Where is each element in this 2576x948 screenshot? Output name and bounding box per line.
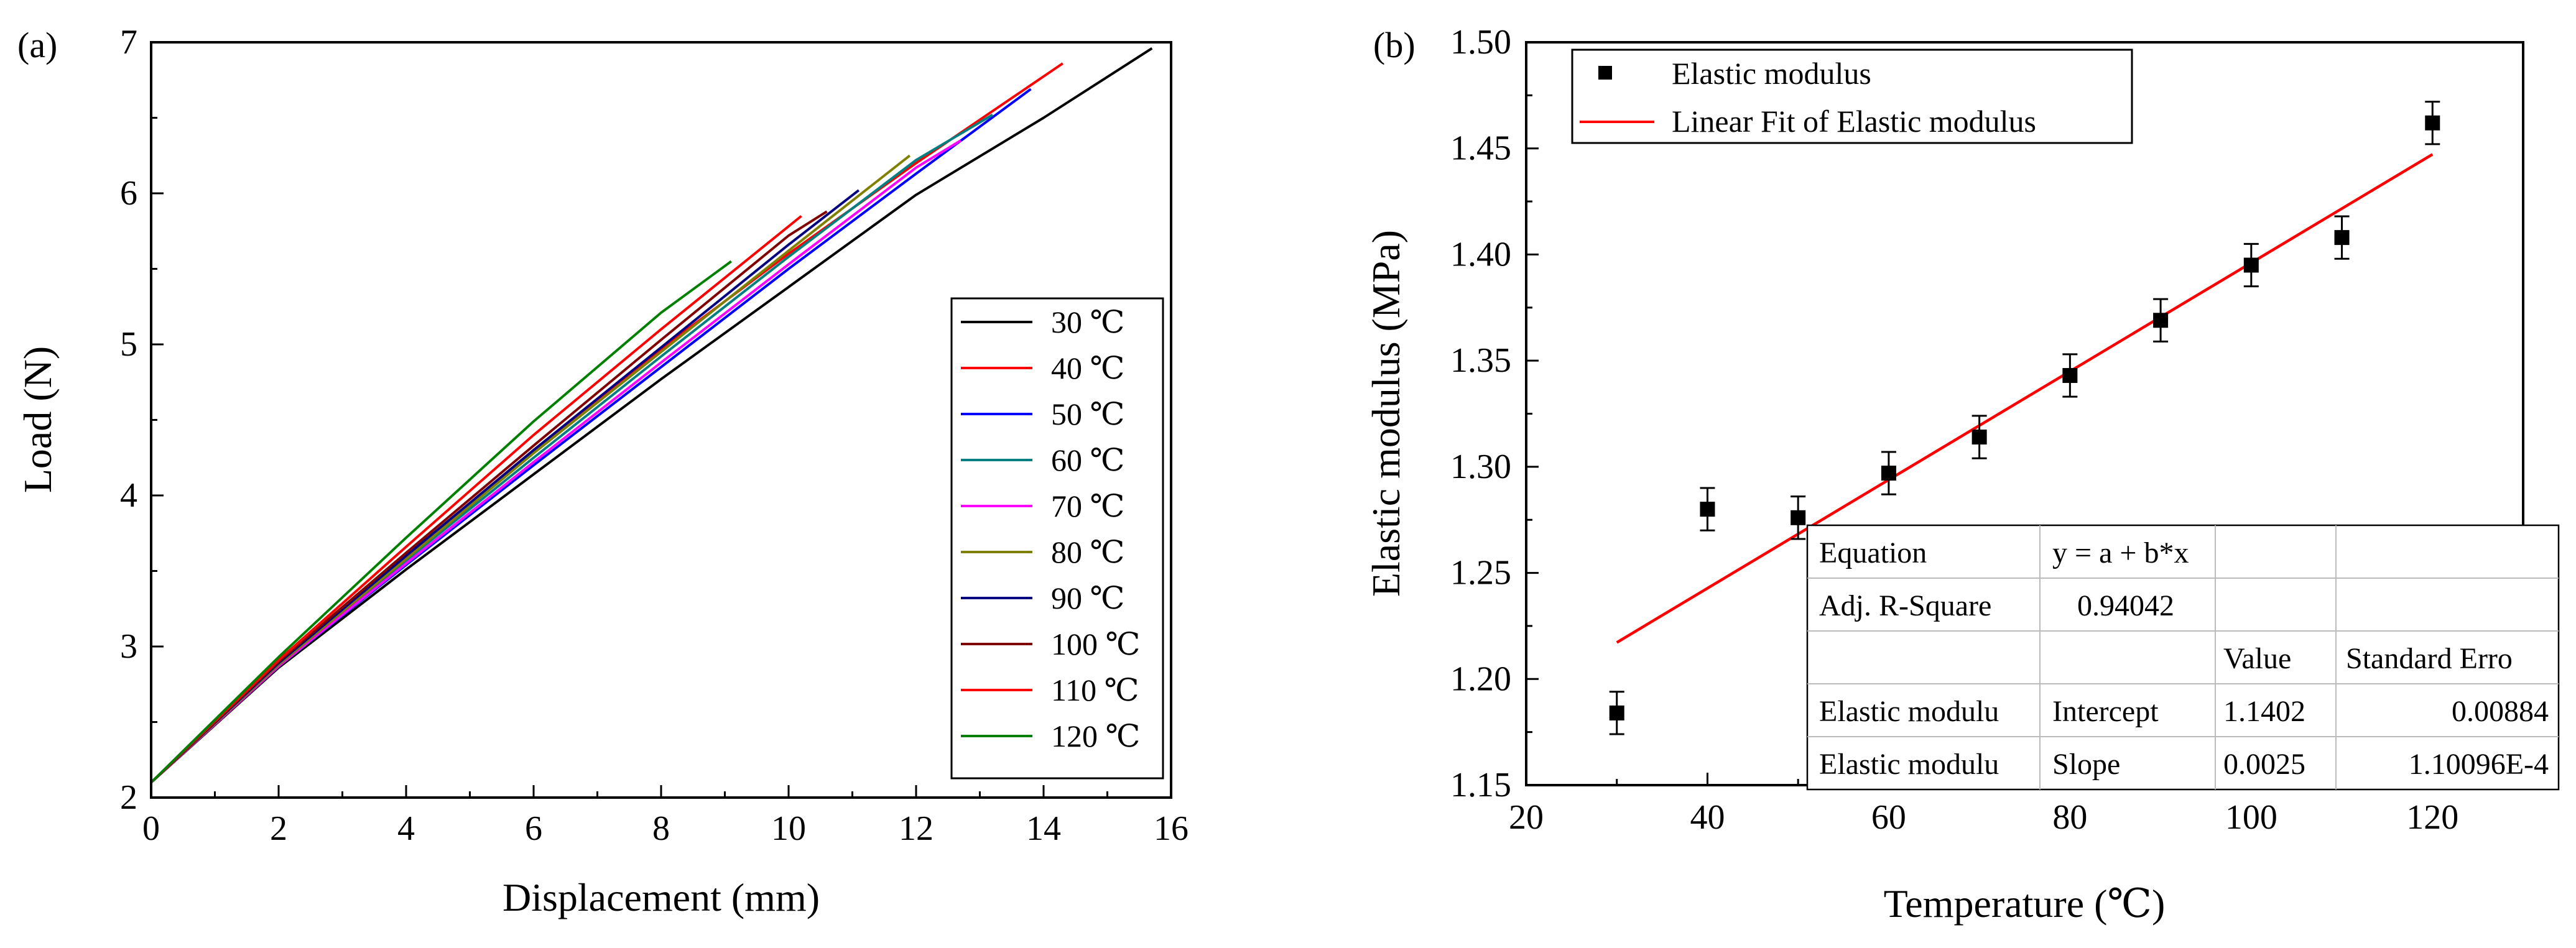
y-tick-label: 1.45 xyxy=(1450,129,1511,168)
y-tick-label: 1.20 xyxy=(1450,660,1511,698)
legend-label-7: 100 ℃ xyxy=(1051,627,1140,661)
y-tick-label: 2 xyxy=(120,778,137,817)
legend-label-1: 40 ℃ xyxy=(1051,351,1124,385)
x-tick-label: 80 xyxy=(2052,798,2087,837)
legend-label-0: 30 ℃ xyxy=(1051,305,1124,339)
y-tick-label: 1.25 xyxy=(1450,554,1511,592)
series-line-0 xyxy=(150,47,1153,784)
panel-b-legend-label-fit: Linear Fit of Elastic modulus xyxy=(1672,104,2036,139)
data-point xyxy=(2062,368,2078,384)
x-tick-label: 40 xyxy=(1690,798,1725,837)
panel-b: (b) 20 40 60 80 100 120 1.151.201.251.301.351… xyxy=(1364,23,2560,926)
panel-b-legend: Elastic modulus Linear Fit of Elastic mo… xyxy=(1571,48,2133,144)
series-line-3 xyxy=(150,113,994,784)
data-point xyxy=(1700,502,1715,517)
y-tick-label: 1.50 xyxy=(1450,23,1511,62)
data-point xyxy=(2425,115,2440,131)
data-point xyxy=(1971,430,1987,445)
y-tick-label: 5 xyxy=(120,325,137,364)
panel-a-series-lines xyxy=(150,47,1153,784)
panel-a-legend: 30 ℃ 40 ℃ 50 ℃ 60 ℃ 70 ℃ 80 ℃ 90 ℃ 100 ℃ 110 ℃ 12… xyxy=(950,297,1164,780)
panel-b-data-points xyxy=(1609,101,2440,735)
data-point xyxy=(1881,466,1896,481)
panel-a-y-axis-title: Load (N) xyxy=(16,346,60,493)
x-tick-label: 100 xyxy=(2225,798,2277,837)
panel-a-y-ticks: 2 3 4 5 6 7 xyxy=(120,23,164,817)
fit-table-cell: Slope xyxy=(2052,748,2120,781)
panel-b-x-axis-title: Temperature (℃) xyxy=(1884,881,2166,926)
legend-label-3: 60 ℃ xyxy=(1051,443,1124,477)
legend-label-6: 90 ℃ xyxy=(1051,581,1124,615)
data-point xyxy=(2153,313,2169,328)
legend-label-9: 120 ℃ xyxy=(1051,719,1140,753)
fit-table-cell: y = a + b*x xyxy=(2052,536,2189,569)
legend-label-4: 70 ℃ xyxy=(1051,489,1124,523)
series-line-4 xyxy=(150,139,961,784)
x-tick-label: 6 xyxy=(525,809,542,848)
fit-table-cell: Adj. R-Square xyxy=(1819,589,1991,622)
fit-table-cell: 0.00884 xyxy=(2452,695,2549,728)
panel-b-y-ticks: 1.15 1.20 1.25 1.30 1.35 1.40 1.45 1.50 xyxy=(1450,23,1539,804)
series-line-1 xyxy=(150,62,1063,784)
fit-table-frame xyxy=(1806,524,2560,791)
panel-a-x-ticks: 0 2 4 6 8 10 12 14 16 xyxy=(142,785,1188,848)
series-line-9 xyxy=(150,260,732,784)
y-tick-label: 7 xyxy=(120,23,137,62)
x-tick-label: 10 xyxy=(771,809,806,848)
panel-b-legend-marker-square xyxy=(1598,66,1612,80)
fit-table-cell: Elastic modulu xyxy=(1819,748,1999,781)
fit-table-cell: Value xyxy=(2223,642,2291,675)
fit-table-cell: 1.1402 xyxy=(2223,695,2305,728)
x-tick-label: 2 xyxy=(270,809,287,848)
x-tick-label: 14 xyxy=(1026,809,1061,848)
x-tick-label: 8 xyxy=(652,809,670,848)
panel-b-x-ticks: 20 40 60 80 100 120 xyxy=(1509,773,2458,837)
y-tick-label: 4 xyxy=(120,476,137,515)
fit-table-cell: 1.10096E-4 xyxy=(2409,748,2549,781)
y-tick-label: 1.15 xyxy=(1450,766,1511,804)
data-point xyxy=(2334,230,2350,246)
panel-b-y-axis-title: Elastic modulus (MPa) xyxy=(1364,230,1408,597)
legend-label-5: 80 ℃ xyxy=(1051,535,1124,569)
y-tick-label: 6 xyxy=(120,174,137,213)
fit-table-grid xyxy=(1807,525,2559,789)
panel-b-fit-line xyxy=(1616,153,2434,644)
legend-label-8: 110 ℃ xyxy=(1051,673,1139,707)
data-point xyxy=(2243,257,2259,273)
panel-a-label: (a) xyxy=(17,25,57,65)
x-tick-label: 20 xyxy=(1509,798,1544,837)
fit-table-cell: Standard Erro xyxy=(2346,642,2513,675)
panel-a-legend-items: 30 ℃ 40 ℃ 50 ℃ 60 ℃ 70 ℃ 80 ℃ 90 ℃ 100 ℃ 110 ℃ 12… xyxy=(961,305,1140,753)
y-tick-label: 1.40 xyxy=(1450,235,1511,274)
fit-table-cell: Equation xyxy=(1819,536,1927,569)
panel-a-legend-box xyxy=(950,297,1164,780)
x-tick-label: 120 xyxy=(2406,798,2458,837)
y-tick-label: 1.35 xyxy=(1450,341,1511,380)
panel-b-label: (b) xyxy=(1373,25,1415,65)
series-line-8 xyxy=(150,214,802,784)
fit-line xyxy=(1616,153,2434,644)
y-tick-label: 3 xyxy=(120,627,137,666)
x-tick-label: 60 xyxy=(1871,798,1906,837)
fit-table-cell: Intercept xyxy=(2052,695,2159,728)
y-tick-label: 1.30 xyxy=(1450,448,1511,486)
x-tick-label: 16 xyxy=(1154,809,1188,848)
series-line-2 xyxy=(150,88,1032,784)
panel-b-legend-label-points: Elastic modulus xyxy=(1672,56,1871,91)
x-tick-label: 0 xyxy=(142,809,160,848)
fit-table-cell: Elastic modulu xyxy=(1819,695,1999,728)
data-point xyxy=(1791,510,1806,525)
panel-a-x-axis-title: Displacement (mm) xyxy=(503,875,820,919)
fit-table-cell: 0.0025 xyxy=(2223,748,2305,781)
x-tick-label: 4 xyxy=(397,809,415,848)
panel-b-fit-table: Equation y = a + b*x Adj. R-Square 0.940… xyxy=(1806,524,2560,791)
legend-label-2: 50 ℃ xyxy=(1051,397,1124,431)
x-tick-label: 12 xyxy=(899,809,934,848)
panel-b-legend-box xyxy=(1571,48,2133,144)
fit-table-cell: 0.94042 xyxy=(2077,589,2174,622)
data-point xyxy=(1609,705,1624,720)
